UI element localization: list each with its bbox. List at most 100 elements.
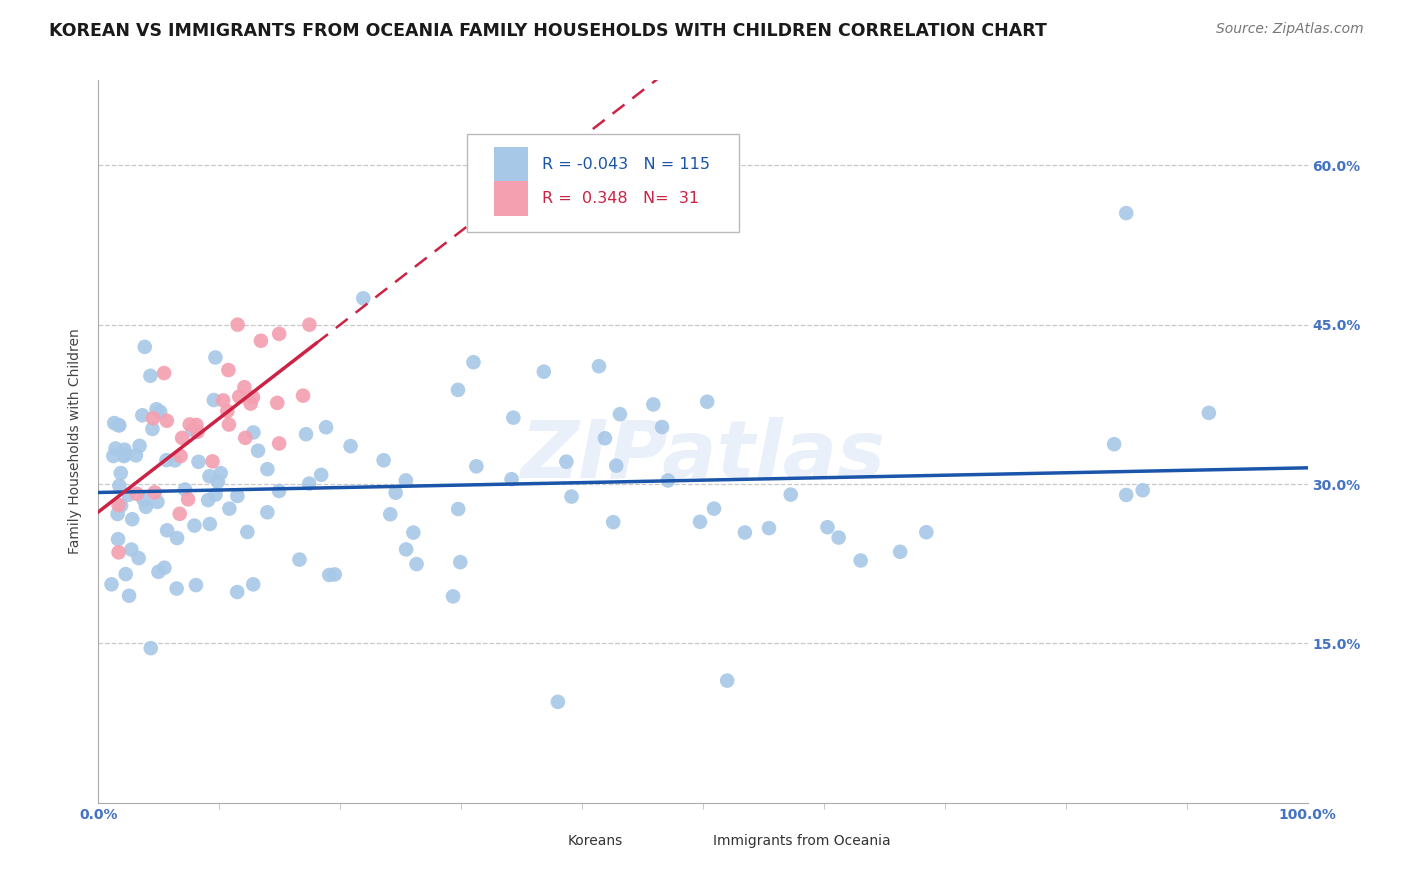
Point [139, 641, 162, 656]
Point [117, 488, 139, 502]
Bar [494, 181, 527, 216]
Point [226, 318, 249, 332]
Point [703, 501, 725, 516]
Point [267, 483, 290, 498]
FancyBboxPatch shape [467, 135, 740, 232]
Point [107, 498, 129, 512]
Point [198, 469, 221, 483]
Point [643, 397, 665, 411]
Point [384, 485, 406, 500]
Point [250, 334, 273, 348]
Point [163, 453, 186, 467]
Point [148, 565, 170, 579]
Point [915, 525, 938, 540]
Point [169, 507, 191, 521]
Bar [534, 828, 561, 854]
Point [447, 502, 470, 516]
Point [1115, 488, 1137, 502]
Point [292, 389, 315, 403]
Text: Koreans: Koreans [568, 834, 623, 847]
Point [149, 405, 172, 419]
Bar [494, 147, 527, 181]
Point [177, 492, 200, 507]
Text: Source: ZipAtlas.com: Source: ZipAtlas.com [1216, 22, 1364, 37]
Point [242, 577, 264, 591]
Point [716, 673, 738, 688]
Point [696, 394, 718, 409]
Point [405, 557, 427, 571]
Point [269, 326, 291, 341]
Point [236, 524, 259, 539]
Point [179, 417, 201, 432]
Point [226, 585, 249, 599]
Point [827, 531, 849, 545]
Text: KOREAN VS IMMIGRANTS FROM OCEANIA FAMILY HOUSEHOLDS WITH CHILDREN CORRELATION CH: KOREAN VS IMMIGRANTS FROM OCEANIA FAMILY… [49, 22, 1047, 40]
Point [141, 422, 163, 436]
Point [547, 695, 569, 709]
Point [107, 545, 129, 559]
Point [779, 487, 801, 501]
Point [657, 474, 679, 488]
Bar [679, 828, 706, 854]
Point [1102, 437, 1125, 451]
Point [560, 490, 582, 504]
Point [135, 500, 157, 514]
Y-axis label: Family Households with Children: Family Households with Children [69, 328, 83, 555]
Point [139, 368, 162, 383]
Point [447, 383, 470, 397]
Point [323, 567, 346, 582]
Point [156, 414, 179, 428]
Point [588, 359, 610, 374]
Point [128, 439, 150, 453]
Point [153, 366, 176, 380]
Point [555, 455, 578, 469]
Point [156, 524, 179, 538]
Point [218, 417, 240, 432]
Point [609, 407, 631, 421]
Point [817, 520, 839, 534]
Point [155, 453, 177, 467]
Point [212, 393, 235, 408]
Point [233, 380, 256, 394]
Point [181, 423, 204, 437]
Text: ZIPatlas: ZIPatlas [520, 417, 886, 495]
Point [217, 363, 239, 377]
Point [204, 487, 226, 501]
Point [103, 449, 125, 463]
Point [228, 390, 250, 404]
Point [256, 505, 278, 519]
Point [651, 420, 673, 434]
Point [395, 542, 418, 557]
Point [125, 487, 148, 501]
Point [174, 483, 197, 497]
Point [187, 425, 209, 439]
Point [166, 582, 188, 596]
Point [1198, 406, 1220, 420]
Point [256, 462, 278, 476]
Point [295, 427, 318, 442]
Point [128, 551, 150, 566]
Point [395, 474, 418, 488]
Point [100, 577, 122, 591]
Point [134, 340, 156, 354]
Point [183, 518, 205, 533]
Point [207, 475, 229, 489]
Point [201, 454, 224, 468]
Point [169, 449, 191, 463]
Point [202, 392, 225, 407]
Point [593, 431, 616, 445]
Point [108, 478, 131, 492]
Point [217, 404, 239, 418]
Point [298, 318, 321, 332]
Point [247, 443, 270, 458]
Point [449, 555, 471, 569]
Point [145, 402, 167, 417]
Point [889, 545, 911, 559]
Point [110, 499, 132, 513]
Point [153, 560, 176, 574]
Point [758, 521, 780, 535]
Point [533, 365, 555, 379]
Point [465, 459, 488, 474]
Point [1132, 483, 1154, 498]
Point [266, 396, 288, 410]
